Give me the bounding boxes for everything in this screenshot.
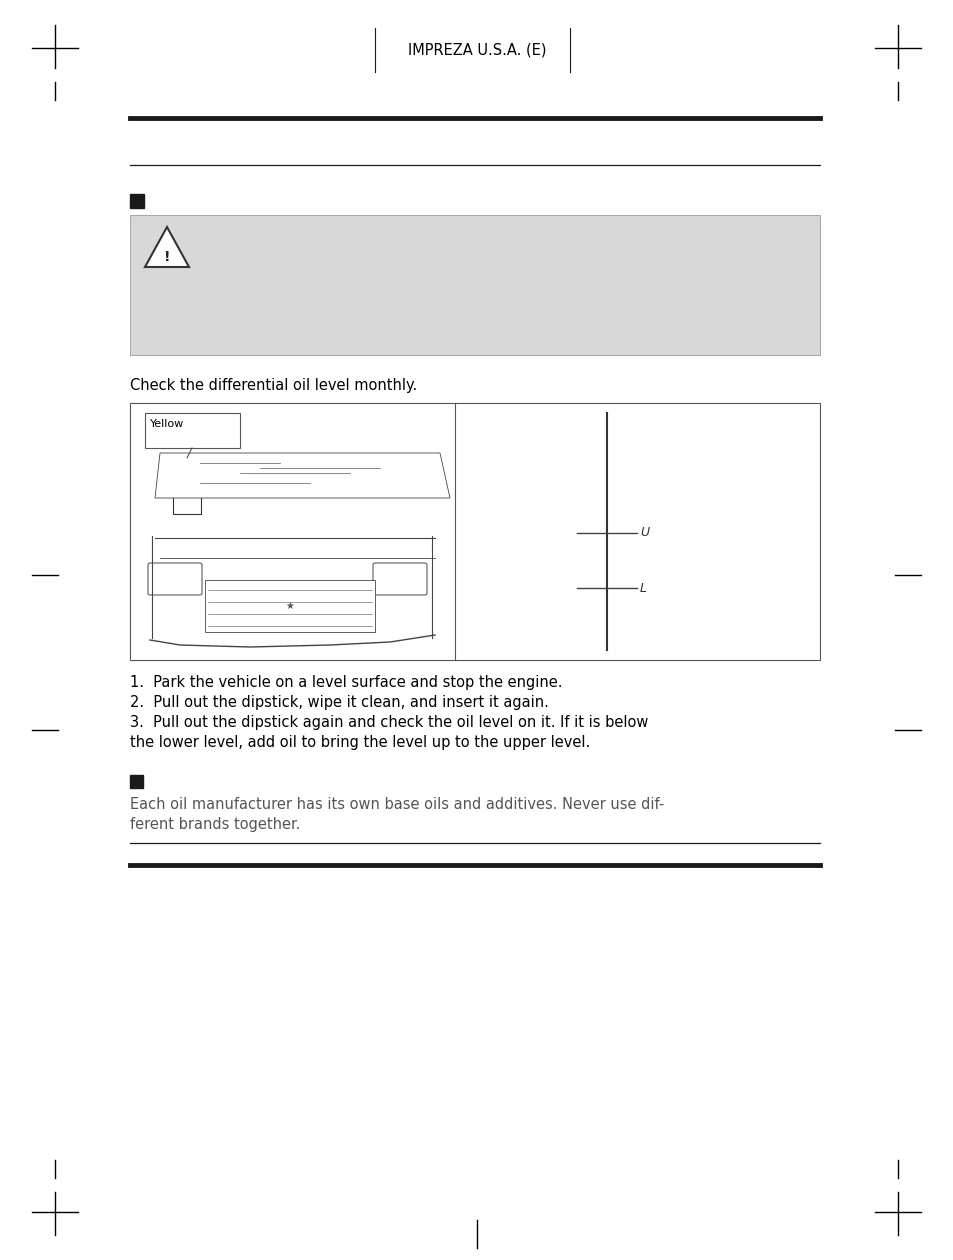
Text: !: ! xyxy=(164,249,170,265)
Bar xyxy=(205,580,375,633)
Bar xyxy=(130,403,820,660)
Text: ★: ★ xyxy=(285,601,294,611)
Bar xyxy=(172,496,201,514)
Text: ferent brands together.: ferent brands together. xyxy=(130,816,300,832)
Text: Check the differential oil level monthly.: Check the differential oil level monthly… xyxy=(130,378,416,393)
Bar xyxy=(130,775,143,788)
FancyBboxPatch shape xyxy=(130,215,820,355)
Text: 3.  Pull out the dipstick again and check the oil level on it. If it is below: 3. Pull out the dipstick again and check… xyxy=(130,714,648,730)
FancyBboxPatch shape xyxy=(373,563,427,595)
FancyBboxPatch shape xyxy=(148,563,202,595)
Text: L: L xyxy=(639,582,646,595)
Text: 1.  Park the vehicle on a level surface and stop the engine.: 1. Park the vehicle on a level surface a… xyxy=(130,675,562,690)
Polygon shape xyxy=(154,454,450,498)
Bar xyxy=(130,194,144,208)
Text: 2.  Pull out the dipstick, wipe it clean, and insert it again.: 2. Pull out the dipstick, wipe it clean,… xyxy=(130,696,548,709)
Text: Each oil manufacturer has its own base oils and additives. Never use dif-: Each oil manufacturer has its own base o… xyxy=(130,798,663,811)
Text: the lower level, add oil to bring the level up to the upper level.: the lower level, add oil to bring the le… xyxy=(130,735,590,750)
Bar xyxy=(145,413,240,449)
Polygon shape xyxy=(145,227,189,267)
Text: IMPREZA U.S.A. (E): IMPREZA U.S.A. (E) xyxy=(407,43,546,58)
Text: Yellow: Yellow xyxy=(150,420,184,428)
Text: U: U xyxy=(639,527,648,539)
